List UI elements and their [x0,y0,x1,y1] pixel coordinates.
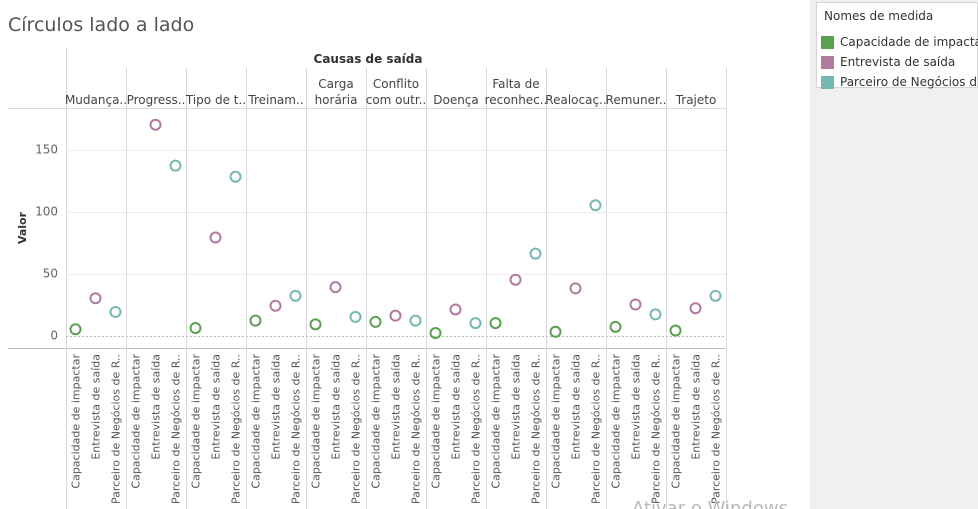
category-label: Doença [433,93,479,107]
category-label: horária [315,93,358,107]
data-point [189,322,202,335]
measure-label: Entrevista de saída [630,354,643,460]
measure-label: Parceiro de Negócios de R.. [230,354,243,504]
measure-label: Capacidade de impactar [490,354,503,489]
data-point [409,314,422,327]
data-point [329,281,342,294]
data-point [309,318,322,331]
category-label: Realocaç.. [545,93,606,107]
data-point [109,305,122,318]
measure-label: Capacidade de impactar [370,354,383,489]
measure-label: Entrevista de saída [390,354,403,460]
measure-label: Parceiro de Negócios de R.. [410,354,423,504]
data-point [709,289,722,302]
data-point [169,159,182,172]
measure-label: Entrevista de saída [330,354,343,460]
measure-label: Parceiro de Negócios de R.. [350,354,363,504]
category-label: Mudança.. [65,93,127,107]
category-label: Progress.. [127,93,186,107]
category-label: Trajeto [675,93,717,107]
data-point [469,317,482,330]
category-label: reconhec.. [485,93,548,107]
scatter-chart: 0 50 100 150 Valor Causas de saída Mudança.. Ca… [8,48,788,509]
data-point [689,302,702,315]
y-tick-label: 0 [50,329,58,343]
measure-label: Entrevista de saída [90,354,103,460]
data-point [149,118,162,131]
data-point [569,282,582,295]
measure-label: Parceiro de Negócios de R.. [710,354,723,504]
watermark-text: Ativar o Windows [632,498,788,509]
measure-label: Parceiro de Negócios de R.. [110,354,123,504]
data-point [389,309,402,322]
measure-label: Parceiro de Negócios de R.. [170,354,183,504]
y-tick-label: 150 [35,143,58,157]
legend-swatch [821,36,834,49]
page-title: Círculos lado a lado [8,14,195,36]
measure-label: Entrevista de saída [270,354,283,460]
data-point [89,292,102,305]
column-header: Causas de saída [314,52,423,66]
category-label: Conflito [373,77,419,91]
data-point [509,273,522,286]
measure-label: Capacidade de impactar [190,354,203,489]
data-point [629,298,642,311]
legend-label: Parceiro de Negócios d.. [840,75,978,89]
measure-label: Entrevista de saída [210,354,223,460]
legend: Nomes de medida Capacidade de impactar E… [816,2,978,91]
measure-label: Parceiro de Negócios de R.. [530,354,543,504]
measure-label: Capacidade de impactar [310,354,323,489]
measure-label: Entrevista de saída [570,354,583,460]
data-point [429,327,442,340]
measure-label: Entrevista de saída [690,354,703,460]
data-point [229,170,242,183]
data-point [289,289,302,302]
category-label: com outr.. [366,93,427,107]
data-point [349,310,362,323]
measure-label: Capacidade de impactar [430,354,443,489]
legend-title: Nomes de medida [824,9,934,23]
measure-label: Entrevista de saída [450,354,463,460]
measure-label: Capacidade de impactar [130,354,143,489]
data-point [69,323,82,336]
category-label: Falta de [492,77,539,91]
measure-label: Capacidade de impactar [250,354,263,489]
measure-label: Capacidade de impactar [70,354,83,489]
data-point [449,303,462,316]
measure-label: Parceiro de Negócios de R.. [650,354,663,504]
data-point [249,314,262,327]
measure-label: Capacidade de impactar [670,354,683,489]
data-point [649,308,662,321]
measure-label: Parceiro de Negócios de R.. [590,354,603,504]
data-point [609,320,622,333]
category-label: Remuner.. [606,93,667,107]
y-tick-label: 50 [43,267,58,281]
measure-label: Capacidade de impactar [550,354,563,489]
data-point [529,247,542,260]
category-label: Carga [318,77,353,91]
legend-label: Entrevista de saída [840,55,956,69]
legend-swatch [821,56,834,69]
data-point [269,299,282,312]
measure-label: Entrevista de saída [510,354,523,460]
data-point [209,231,222,244]
data-point [669,324,682,337]
measure-label: Parceiro de Negócios de R.. [290,354,303,504]
measure-label: Parceiro de Negócios de R.. [470,354,483,504]
legend-swatch [821,76,834,89]
category-label: Tipo de t.. [185,93,246,107]
legend-item-parceiro[interactable]: Parceiro de Negócios d.. [821,75,978,91]
y-axis-label: Valor [16,211,29,244]
legend-label: Capacidade de impactar [840,35,978,49]
data-point [549,325,562,338]
measure-label: Capacidade de impactar [610,354,623,489]
legend-item-capacidade[interactable]: Capacidade de impactar [821,35,978,51]
data-point [369,315,382,328]
y-tick-label: 100 [35,205,58,219]
category-label: Treinam.. [247,93,303,107]
legend-item-entrevista[interactable]: Entrevista de saída [821,55,978,71]
data-point [489,317,502,330]
measure-label: Entrevista de saída [150,354,163,460]
data-point [589,199,602,212]
